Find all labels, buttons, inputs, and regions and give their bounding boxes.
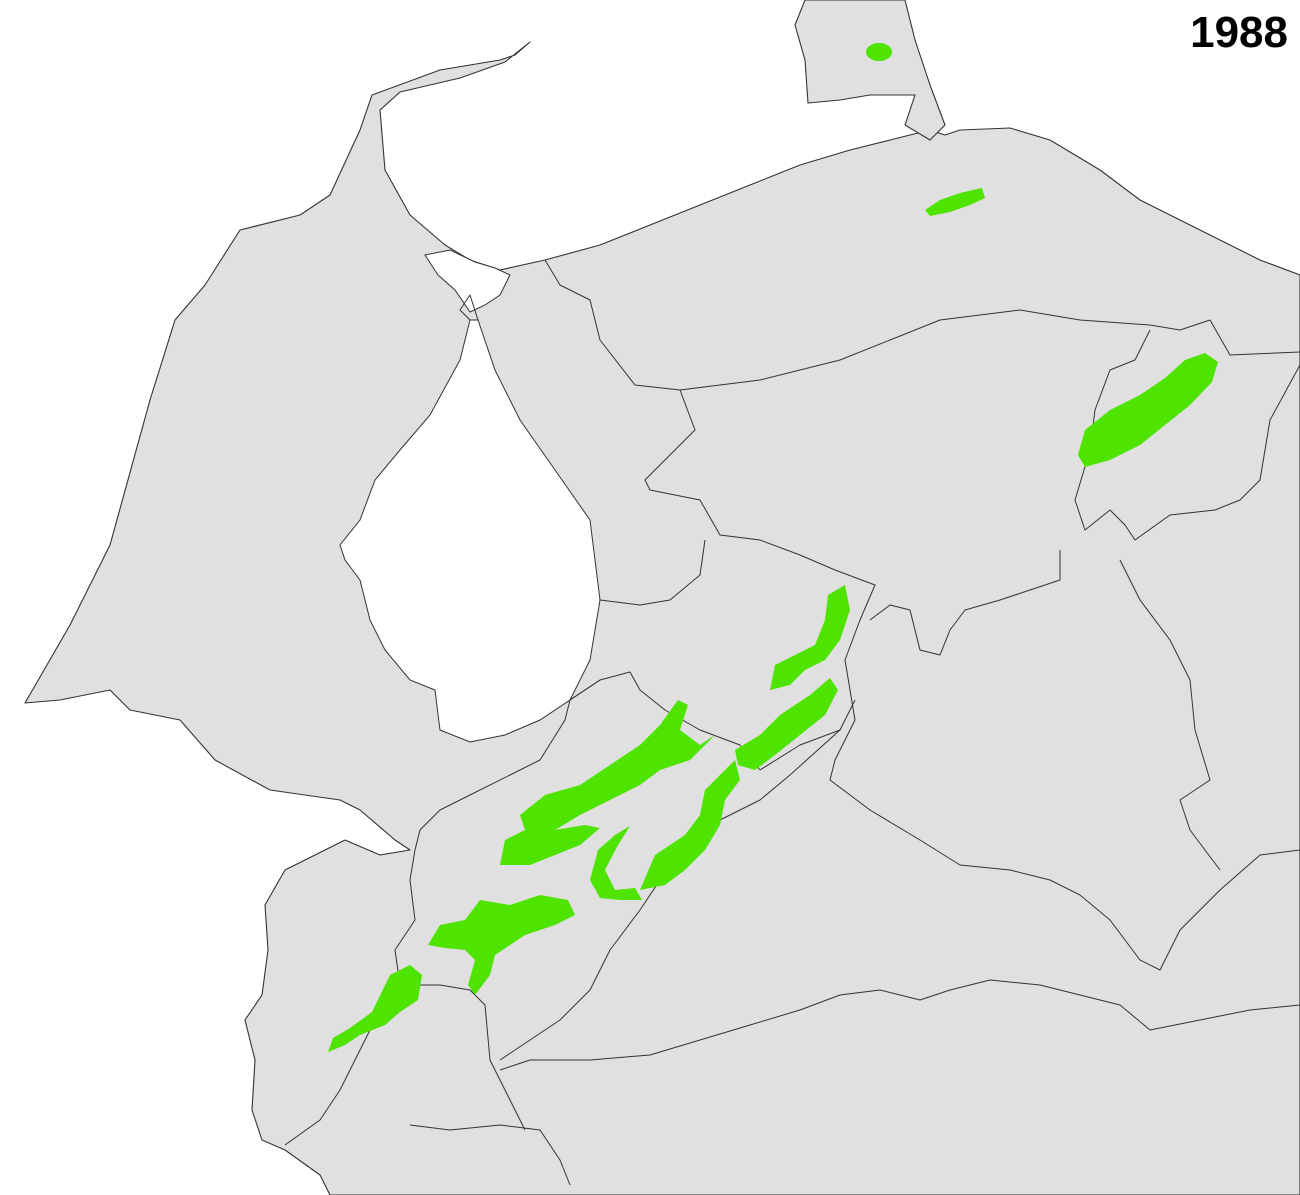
highlight-region	[590, 826, 642, 900]
highlight-region	[925, 188, 985, 216]
bay	[424, 249, 511, 313]
highlight-region	[328, 965, 422, 1052]
highlight-region	[866, 43, 892, 61]
highlight-region	[500, 700, 715, 865]
highlight-region	[428, 895, 575, 995]
highlight-region	[640, 760, 740, 890]
year-label: 1988	[1190, 8, 1288, 57]
lake	[339, 319, 601, 743]
northern-peninsula	[794, 0, 946, 141]
highlight-region	[735, 678, 838, 770]
mainland	[24, 41, 1300, 1195]
highlight-regions	[328, 43, 1218, 1052]
highlight-region	[770, 585, 850, 690]
highlight-region	[1078, 353, 1218, 467]
